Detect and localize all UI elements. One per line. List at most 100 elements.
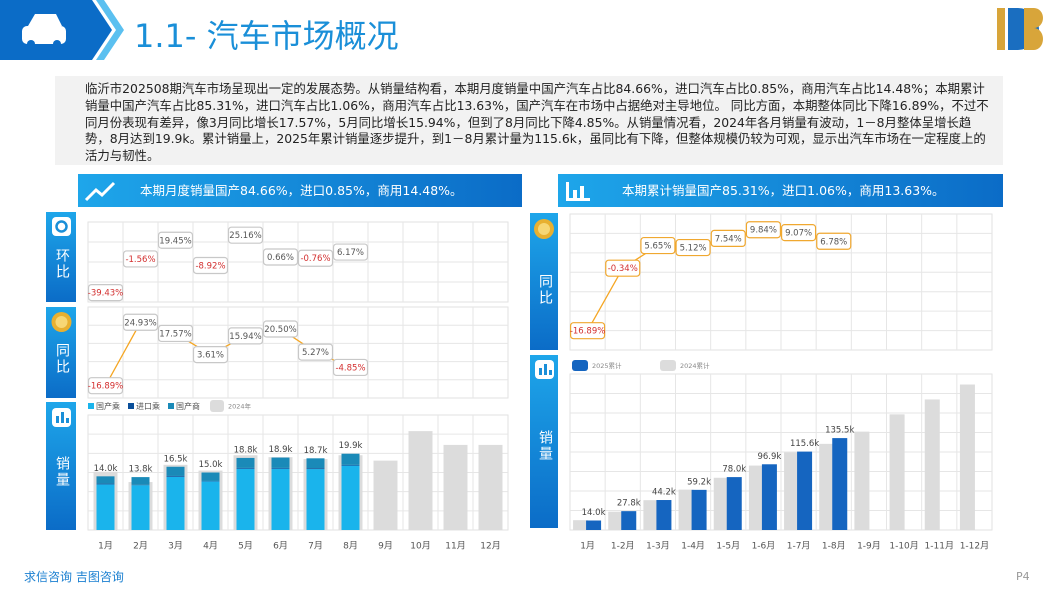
bar-segment (236, 468, 255, 530)
value-box (332, 358, 369, 377)
total-label: 19.9k (339, 441, 363, 451)
value-box (297, 343, 334, 361)
total-label: 18.7k (304, 446, 328, 456)
side-label: 环比 (54, 248, 70, 280)
data-label: 20.50% (264, 325, 296, 335)
bar (691, 489, 707, 530)
bar (586, 520, 602, 530)
bar-segment (236, 467, 255, 469)
x-tick-label: 11月 (445, 541, 465, 552)
bar (656, 500, 672, 530)
value-box (745, 221, 782, 239)
banner-bg (78, 174, 522, 207)
data-label: -0.76% (300, 254, 330, 264)
x-tick-label: 4月 (203, 541, 218, 552)
value-box (192, 256, 229, 275)
total-label: 16.5k (164, 454, 188, 464)
bar (713, 477, 729, 530)
bar-segment (201, 481, 220, 530)
bar (678, 489, 694, 530)
header-chevron (96, 0, 124, 60)
x-tick-label: 1-3月 (646, 541, 670, 552)
value-box (122, 250, 159, 268)
x-tick-label: 9月 (378, 541, 393, 552)
banner-icon (566, 182, 590, 201)
data-label: 0.66% (267, 253, 294, 263)
side-label: 同比 (537, 274, 553, 306)
x-tick-label: 1-6月 (752, 541, 776, 552)
x-tick-label: 1-7月 (787, 541, 811, 552)
data-label: 6.17% (337, 248, 364, 258)
legend-swatch (210, 400, 224, 412)
bar-2024 (478, 444, 503, 530)
data-label: -0.34% (608, 264, 638, 274)
x-tick-label: 1-12月 (960, 541, 989, 552)
bar (924, 399, 940, 530)
data-label: 25.16% (229, 231, 261, 241)
bar-segment (96, 476, 115, 484)
data-label: 14.0k (582, 508, 606, 518)
side-icons (51, 217, 554, 427)
banner-text: 本期月度销量国产84.66%，进口0.85%，商用14.48%。 (140, 183, 463, 198)
x-tick-label: 1-10月 (889, 541, 918, 552)
bar-2024 (373, 460, 398, 530)
bar (854, 431, 870, 530)
bar (726, 477, 742, 530)
bar (819, 443, 835, 530)
bar-2024 (408, 431, 433, 530)
value-box (262, 248, 299, 266)
bar-segment (271, 468, 290, 530)
bar (621, 511, 637, 530)
bar-segment (341, 465, 360, 530)
legend-label: 进口乘 (136, 401, 160, 411)
x-tick-label: 12月 (480, 541, 500, 552)
bar (889, 414, 905, 530)
bar (784, 452, 800, 530)
side-label: 同比 (54, 343, 70, 375)
value-box (227, 327, 264, 345)
x-tick-label: 1月 (580, 541, 595, 552)
x-tick-label: 3月 (168, 541, 183, 552)
data-label: 5.65% (644, 242, 671, 252)
bar-segment (306, 458, 325, 469)
legend-swatch (168, 403, 174, 409)
bar (797, 451, 813, 530)
data-label: 24.93% (124, 318, 156, 328)
bar-segment (166, 475, 185, 477)
value-box (157, 231, 194, 249)
value-box (780, 224, 817, 242)
legend-label: 国产乘 (96, 401, 120, 411)
data-label: 19.45% (159, 236, 191, 246)
value-box (675, 238, 711, 257)
logo (997, 8, 1043, 50)
bar-segment (341, 453, 360, 465)
bar-segment (271, 467, 290, 469)
bar (573, 520, 589, 530)
data-label: 15.94% (229, 332, 261, 342)
data-label: 3.61% (197, 351, 224, 361)
bar-segment (201, 472, 220, 481)
page-title: 1.1- 汽车市场概况 (134, 17, 399, 55)
bar (761, 464, 777, 530)
legend-label: 国产商 (176, 401, 200, 411)
banner-bg (558, 174, 1003, 207)
x-tick-label: 1-4月 (681, 541, 705, 552)
value-box (262, 320, 299, 338)
banner-text: 本期累计销量国产85.31%，进口1.06%，商用13.63%。 (622, 183, 945, 198)
bar-segment (341, 464, 360, 466)
value-box (297, 249, 334, 267)
value-box (640, 236, 676, 255)
car-icon (22, 14, 66, 48)
value-box (816, 232, 852, 250)
data-label: -4.85% (335, 363, 365, 373)
bar (748, 465, 764, 530)
data-label: -1.56% (125, 255, 155, 265)
data-label: -39.43% (88, 289, 123, 299)
legend-label: 2025累计 (592, 361, 622, 370)
bar-segment (166, 476, 185, 530)
data-label: -16.89% (88, 382, 123, 392)
legend-label: 2024年 (228, 402, 252, 411)
data-label: 17.57% (159, 329, 191, 339)
value-box (710, 229, 746, 248)
